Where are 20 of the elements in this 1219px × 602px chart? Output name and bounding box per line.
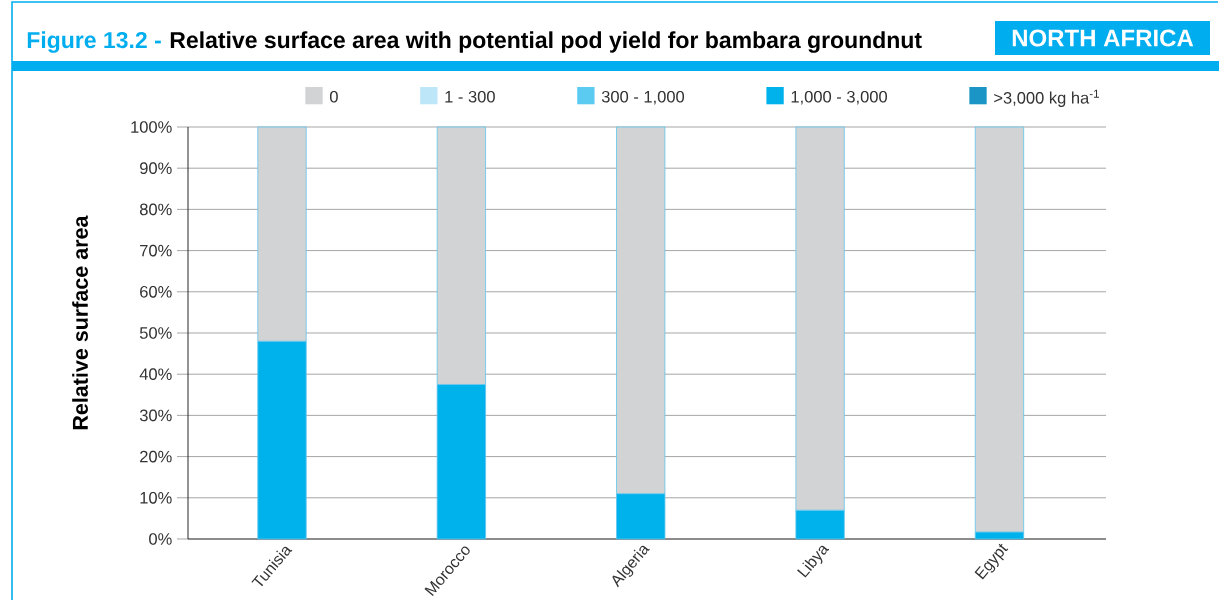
chart-title: Relative surface area with potential pod yield for bambara groundnut: [170, 31, 922, 53]
y-tick-label: 60%: [140, 285, 172, 298]
y-tick-label: 30%: [139, 409, 172, 422]
y-tick-label: 50%: [139, 327, 172, 339]
legend-label: 0: [329, 90, 338, 103]
legend-label: >3,000 kg ha$^{-1}$: [994, 89, 1099, 107]
legend-label: 300 - 1,000: [601, 90, 685, 105]
y-axis-title: Relative surface area: [72, 215, 88, 430]
y-tick-label: 0%: [149, 533, 172, 545]
y-tick-label: 40%: [139, 368, 172, 381]
legend-label: 1 - 300: [445, 90, 495, 103]
y-tick-label: 90%: [140, 162, 172, 175]
caption: Figure 13.2 -: [27, 31, 161, 53]
y-tick-label: 70%: [140, 244, 172, 257]
y-tick-label: 10%: [140, 491, 172, 504]
y-tick-label: 20%: [140, 450, 172, 463]
legend-label: 1,000 - 3,000: [791, 90, 888, 105]
y-tick-label: 80%: [139, 203, 172, 216]
text: NORTH AFRICA: [1012, 29, 1194, 47]
y-tick-label: 100%: [131, 121, 172, 133]
